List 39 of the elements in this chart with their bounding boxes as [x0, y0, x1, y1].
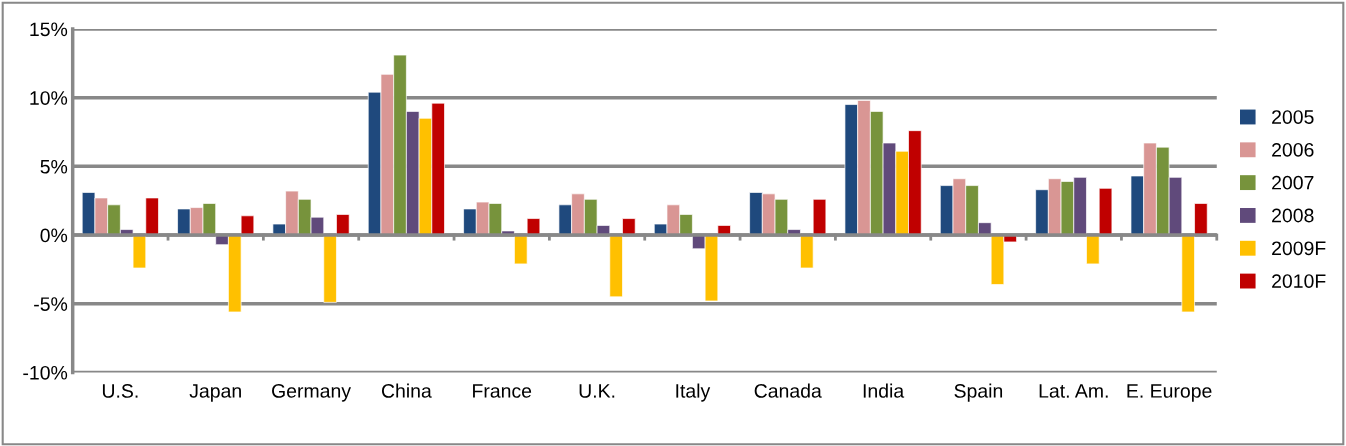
y-tick-label: 0% [40, 228, 68, 243]
x-tick-label: China [381, 383, 432, 398]
legend-label: 2010F [1272, 274, 1326, 288]
x-tick-label: Lat. Am. [1039, 384, 1108, 398]
bar [1098, 187, 1113, 236]
x-tick-label: Germany [272, 384, 351, 402]
bar [526, 218, 541, 236]
bar [609, 234, 623, 298]
bar [1194, 203, 1208, 236]
y-tick-label: 5% [40, 159, 68, 174]
legend-label: 2008 [1272, 208, 1314, 223]
y-tick-label: 15% [30, 22, 68, 37]
bar [1086, 234, 1100, 265]
x-tick-label: Spain [954, 383, 1003, 402]
y-tick-label: -10% [23, 365, 68, 380]
bar [240, 215, 255, 236]
x-tick-label: France [473, 384, 532, 398]
legend-label: 2007 [1272, 175, 1314, 190]
legend-label: 2006 [1272, 142, 1314, 157]
bar [336, 214, 350, 236]
legend-label: 2009F [1272, 241, 1326, 256]
x-tick-label: Japan [189, 384, 241, 402]
bar [1181, 234, 1195, 313]
x-tick-label: U.K. [579, 384, 615, 398]
x-tick-label: U.S. [102, 384, 138, 398]
x-tick-label: E. Europe [1127, 384, 1212, 402]
legend-label: 2005 [1272, 110, 1314, 124]
x-tick-label: Italy [676, 383, 711, 402]
bar [514, 234, 528, 265]
bar [812, 198, 827, 236]
bar [132, 234, 147, 269]
bar [323, 234, 337, 303]
y-tick-label: 10% [30, 91, 68, 105]
y-tick-label: -5% [34, 297, 68, 311]
bar [622, 218, 636, 236]
bar [145, 197, 159, 236]
x-tick-label: Canada [754, 383, 822, 398]
x-tick-label: India [863, 383, 905, 398]
bar [800, 234, 814, 269]
